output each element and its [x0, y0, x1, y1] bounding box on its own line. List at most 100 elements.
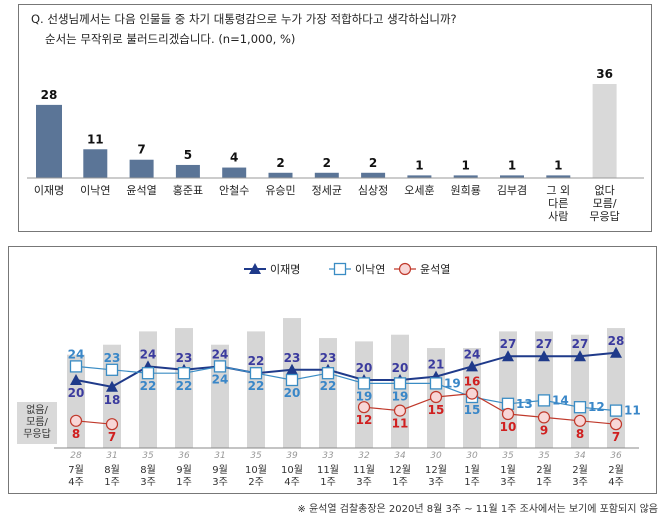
series-marker-이낙연	[429, 377, 443, 390]
bar-category-label: 윤석열	[126, 184, 156, 197]
x-tick-label: 3주	[572, 477, 588, 488]
series-marker-윤석열	[537, 411, 551, 424]
series-marker-윤석열	[465, 387, 479, 400]
bar-value-label: 1	[462, 158, 470, 172]
bar-category-label: 심상정	[358, 184, 388, 197]
x-tick-label: 12월	[389, 464, 411, 476]
bar-category-label: 없다	[594, 184, 614, 197]
series-marker-이재명	[70, 374, 82, 385]
series-marker-이재명	[574, 350, 586, 362]
none-bar-label: 35	[502, 451, 514, 461]
data-label-윤석열: 11	[392, 417, 409, 431]
x-tick-label: 8월	[140, 464, 156, 476]
none-bar-label: 34	[394, 451, 406, 461]
data-label-이재명: 24	[140, 347, 157, 361]
none-bar	[247, 331, 265, 448]
bar-홍준표	[175, 164, 200, 178]
none-bar	[319, 338, 337, 448]
bar-value-label: 36	[596, 67, 613, 81]
bar-value-label: 2	[323, 156, 331, 170]
series-marker-이낙연	[321, 367, 335, 380]
bar-value-label: 4	[230, 151, 238, 165]
none-bar-label: 30	[430, 451, 442, 461]
data-label-이낙연: 11	[624, 404, 641, 418]
bar-이낙연	[83, 149, 108, 178]
bar-안철수	[222, 167, 247, 178]
none-bar-label: 36	[610, 451, 622, 461]
data-label-이낙연: 19	[392, 389, 409, 403]
x-tick-label: 3주	[212, 477, 228, 488]
none-bar-label: 35	[250, 451, 262, 461]
data-label-윤석열: 8	[72, 427, 80, 441]
none-bar-label: 32	[358, 451, 370, 461]
series-marker-이낙연	[501, 397, 515, 410]
x-tick-label: 4주	[608, 477, 624, 488]
x-tick-label: 2주	[248, 477, 264, 488]
x-tick-label: 1월	[464, 464, 480, 476]
series-line-이낙연	[75, 365, 617, 412]
bar-그 외 다른 사람	[546, 175, 571, 178]
trend-line-chart-panel: 28 31 35 36 31 35 39 33 32 34 30 30 35 35 34 36 없음/모름/무응…	[8, 246, 657, 494]
bar-category-label: 이낙연	[80, 184, 110, 197]
legend-marker-이낙연	[333, 262, 347, 276]
x-tick-label: 2월	[536, 464, 552, 476]
x-tick-label: 2월	[608, 464, 624, 476]
bar-category-label: 다른	[548, 197, 568, 210]
none-bar-label: 35	[538, 451, 550, 461]
none-label: 무응답	[23, 428, 51, 440]
bar-value-label: 28	[41, 88, 58, 102]
x-tick-label: 12월	[425, 464, 447, 476]
data-label-윤석열: 12	[356, 413, 373, 427]
series-marker-이재명	[502, 350, 514, 362]
none-bar	[139, 331, 157, 448]
bar-category-label: 유승민	[265, 184, 295, 197]
top-bar-chart-panel: Q. 선생님께서는 다음 인물들 중 차기 대통령감으로 누가 가장 적합하다고…	[18, 4, 652, 232]
data-label-이낙연: 24	[212, 372, 229, 386]
bar-유승민	[268, 172, 293, 178]
data-label-이재명: 23	[284, 351, 301, 365]
data-label-윤석열: 9	[540, 423, 548, 437]
bar-심상정	[361, 172, 386, 178]
data-label-이낙연: 15	[464, 403, 481, 417]
series-marker-이재명	[286, 363, 298, 375]
data-label-이낙연: 22	[140, 379, 157, 393]
x-tick-label: 3주	[356, 477, 372, 488]
bar-정세균	[314, 172, 339, 178]
series-marker-이낙연	[177, 367, 191, 380]
none-label-box	[17, 402, 57, 444]
series-marker-이낙연	[285, 373, 299, 387]
series-marker-이낙연	[393, 377, 407, 390]
series-line-이재명	[75, 351, 617, 388]
data-label-이재명: 18	[104, 393, 121, 407]
none-bar	[607, 328, 625, 448]
none-bar-label: 31	[106, 451, 117, 461]
legend-marker-이재명	[249, 263, 261, 274]
data-label-이낙연: 14	[552, 393, 569, 407]
none-bar-label: 30	[466, 451, 478, 461]
bar-category-label: 모름/	[593, 197, 617, 210]
none-bar-label: 31	[214, 451, 225, 461]
series-marker-이낙연	[141, 367, 155, 380]
none-bar	[175, 328, 193, 448]
bar-value-label: 2	[276, 156, 284, 170]
series-marker-윤석열	[69, 414, 83, 427]
data-label-이재명: 27	[572, 337, 589, 351]
none-bar-label: 28	[70, 451, 82, 461]
bar-category-label: 김부겸	[497, 184, 527, 197]
bar-category-label: 원희룡	[451, 184, 481, 197]
bar-윤석열	[129, 159, 154, 178]
x-tick-label: 7월	[68, 464, 84, 476]
bar-category-label: 홍준표	[173, 183, 203, 197]
x-tick-label: 1주	[392, 477, 408, 488]
data-label-이낙연: 23	[104, 351, 121, 365]
x-tick-label: 1주	[176, 477, 192, 488]
bar-김부겸	[500, 175, 524, 178]
series-marker-윤석열	[357, 401, 371, 414]
x-tick-label: 10월	[245, 464, 267, 476]
bar-category-label: 오세훈	[404, 184, 434, 197]
none-bar	[355, 341, 373, 448]
none-bar	[391, 334, 409, 448]
series-marker-윤석열	[429, 390, 443, 404]
data-label-이낙연: 12	[588, 400, 605, 414]
